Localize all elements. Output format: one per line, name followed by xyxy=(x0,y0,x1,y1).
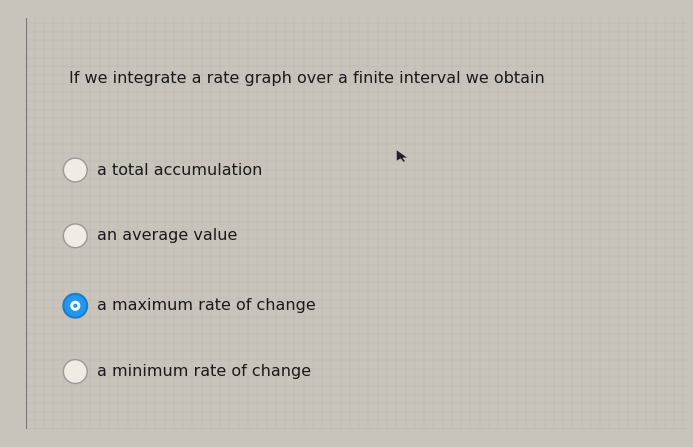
Ellipse shape xyxy=(70,301,80,311)
Ellipse shape xyxy=(73,304,78,308)
Text: a minimum rate of change: a minimum rate of change xyxy=(97,364,311,379)
Ellipse shape xyxy=(63,294,87,318)
Text: If we integrate a rate graph over a finite interval we obtain: If we integrate a rate graph over a fini… xyxy=(69,72,545,86)
Ellipse shape xyxy=(63,224,87,248)
Ellipse shape xyxy=(63,158,87,182)
Text: an average value: an average value xyxy=(97,228,238,243)
Text: a total accumulation: a total accumulation xyxy=(97,163,263,177)
Ellipse shape xyxy=(63,360,87,384)
Text: a maximum rate of change: a maximum rate of change xyxy=(97,298,316,313)
Polygon shape xyxy=(396,149,408,162)
